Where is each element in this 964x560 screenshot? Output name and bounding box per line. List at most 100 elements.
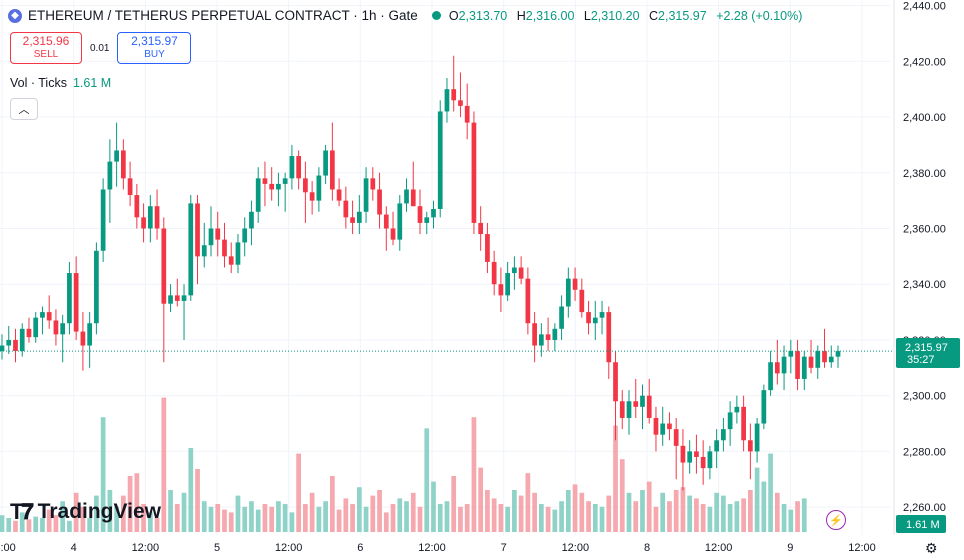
volume-bar	[141, 504, 146, 532]
time-tick-label: 8	[644, 542, 650, 554]
candle-body	[363, 178, 369, 212]
time-tick-label: 7	[501, 542, 507, 554]
volume-badge: 1.61 M	[896, 515, 946, 533]
volume-bar	[6, 518, 12, 532]
candle-body	[356, 211, 362, 223]
candle-body	[478, 222, 484, 235]
candle-body	[485, 234, 490, 262]
chart-header: ◆ ETHEREUM / TETHERUS PERPETUAL CONTRACT…	[8, 8, 808, 23]
volume-bar	[107, 490, 113, 532]
candle-body	[249, 211, 254, 229]
candle-body	[815, 351, 821, 368]
time-tick-label: 5	[214, 542, 220, 554]
candle-body	[370, 178, 376, 190]
time-tick-label: 12:00	[562, 542, 590, 554]
last-price-badge-countdown: 35:27	[907, 354, 935, 366]
volume-bar	[747, 490, 753, 532]
volume-bar	[350, 504, 355, 532]
high-value: 2,316.00	[525, 8, 575, 23]
volume-bar	[640, 490, 645, 532]
candle-body	[606, 312, 612, 363]
candle-body	[424, 217, 430, 223]
volume-bar	[208, 506, 214, 532]
candle-body	[154, 206, 160, 229]
candle-body	[545, 334, 551, 340]
volume-bar	[154, 518, 160, 532]
trade-panel: 2,315.96 SELL 0.01 2,315.97 BUY	[10, 32, 192, 64]
volume-bar	[222, 509, 227, 532]
time-tick-label: 12:00	[705, 542, 733, 554]
candle-body	[390, 228, 396, 240]
candle-body	[235, 242, 241, 265]
candle-body	[512, 267, 517, 274]
candle-body	[572, 278, 578, 290]
volume-bar	[94, 495, 99, 532]
price-tick-label: 2,380.00	[903, 168, 946, 180]
volume-bar	[579, 492, 585, 532]
volume-bar	[181, 492, 187, 532]
candle-body	[13, 339, 18, 352]
volume-bar	[559, 501, 564, 532]
gear-icon[interactable]: ⚙	[925, 540, 938, 556]
volume-bar	[646, 481, 652, 532]
volume-bar	[383, 512, 389, 532]
tradingview-wordmark: TradingView	[37, 500, 161, 523]
volume-bar	[329, 476, 335, 532]
volume-bar	[599, 506, 605, 532]
candle-body	[801, 356, 807, 379]
candle-body	[107, 161, 113, 190]
price-tick-label: 2,300.00	[903, 391, 946, 403]
lightning-icon[interactable]: ⚡	[826, 510, 846, 530]
last-price-badge-bg	[896, 338, 960, 368]
candle-body	[147, 206, 153, 229]
volume-bar	[282, 504, 288, 532]
sell-button[interactable]: 2,315.96 SELL	[10, 32, 82, 64]
volume-bar	[323, 501, 328, 532]
candle-body	[700, 456, 706, 469]
candle-body	[201, 245, 207, 257]
candle-body	[67, 273, 72, 324]
tradingview-logo[interactable]: T𝟕 TradingView	[10, 499, 161, 525]
buy-button[interactable]: 2,315.97 BUY	[117, 32, 192, 64]
low-label: L	[583, 8, 591, 23]
collapse-legend-button[interactable]: ︿	[10, 98, 38, 120]
volume-bar	[370, 495, 376, 532]
volume-legend[interactable]: Vol · Ticks 1.61 M	[10, 76, 111, 90]
volume-bar	[195, 469, 200, 532]
candle-body	[87, 323, 93, 346]
candle-body	[410, 189, 416, 207]
candle-body	[336, 189, 342, 201]
volume-bar	[572, 484, 578, 532]
candle-body	[228, 256, 234, 265]
candle-body	[788, 351, 794, 357]
volume-bar	[552, 509, 558, 532]
time-tick-label: 12:00	[0, 542, 16, 554]
candle-body	[626, 401, 632, 418]
price-tick-label: 2,260.00	[903, 502, 946, 514]
candle-body	[518, 267, 524, 279]
volume-bar	[356, 487, 362, 532]
volume-bar	[53, 515, 59, 532]
price-tick-label: 2,360.00	[903, 223, 946, 235]
volume-bar	[390, 504, 396, 532]
candle-body	[161, 228, 167, 304]
candle-body	[741, 406, 746, 441]
volume-bar	[734, 501, 740, 532]
last-price-badge-price: 2,315.97	[905, 342, 948, 354]
volume-bar	[444, 501, 450, 532]
candle-body	[458, 100, 463, 106]
volume-bar	[754, 467, 760, 532]
candle-body	[350, 217, 355, 223]
volume-bar	[491, 498, 497, 532]
candle-body	[633, 401, 639, 407]
last-price-badge: 2,315.97 35:27	[896, 338, 960, 368]
candle-body	[525, 278, 531, 324]
candle-body	[694, 451, 699, 457]
volume-bar	[174, 504, 180, 532]
volume-bar	[289, 512, 295, 532]
symbol-title[interactable]: ETHEREUM / TETHERUS PERPETUAL CONTRACT ·…	[28, 8, 418, 23]
volume-bar	[0, 515, 5, 532]
candle-body	[33, 317, 39, 338]
volume-bar	[26, 519, 32, 532]
